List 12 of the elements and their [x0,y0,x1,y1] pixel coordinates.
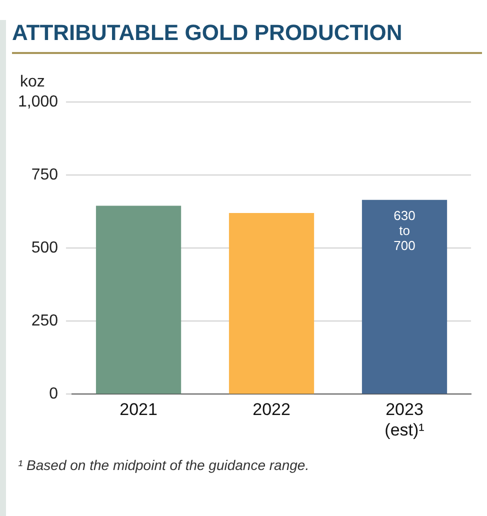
y-axis-title: koz [20,73,45,90]
x-tick-label: 2021 [120,400,158,420]
y-tick-label: 500 [31,240,58,257]
y-tick-label: 750 [31,166,58,184]
chart-title: ATTRIBUTABLE GOLD PRODUCTION [12,20,482,54]
text: ¹ Based on the midpoint of the guidance range. [18,457,310,473]
annotation: 630 to 700 [394,208,416,253]
y-tick-label: 0 [49,386,58,403]
y-tick-label: 250 [31,312,58,330]
x-tick-label: 2023 (est)¹ [384,400,425,440]
y-tick-label: 1,000 [18,93,58,110]
x-tick-label: 2022 [252,400,290,420]
